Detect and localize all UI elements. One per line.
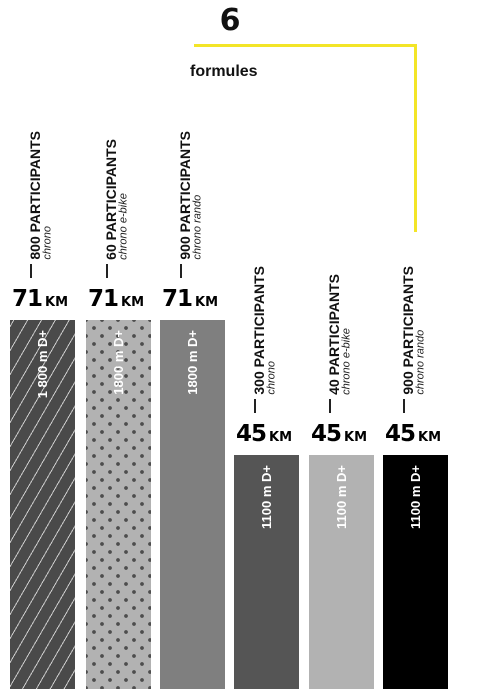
participants-label: 300 PARTICIPANTS chrono (251, 266, 278, 395)
elevation-label: 1 800 m D+ (35, 330, 50, 399)
distance-unit: KM (418, 430, 442, 445)
formula-word: formules (190, 63, 258, 80)
distance-value: 71 (88, 286, 119, 312)
bar-4: 1100 m D+ (234, 455, 299, 689)
distance-unit: KM (121, 295, 145, 310)
bar-6: 1100 m D+ (383, 455, 448, 689)
participants-count: 800 PARTICIPANTS (27, 131, 43, 260)
participants-label: 60 PARTICIPANTS chrono e-bike (103, 139, 130, 260)
participants-label: 800 PARTICIPANTS chrono (27, 131, 54, 260)
participants-label: 900 PARTICIPANTS chrono rando (400, 266, 427, 395)
participants-count: 40 PARTICIPANTS (326, 274, 342, 395)
label-tick (403, 399, 405, 413)
participants-count: 900 PARTICIPANTS (177, 131, 193, 260)
bar-5: 1100 m D+ (309, 455, 374, 689)
elevation-label: 1800 m D+ (111, 330, 126, 395)
formula-type: chrono (41, 226, 54, 260)
distance-value: 71 (12, 286, 43, 312)
formula-type: chrono rando (414, 330, 427, 395)
participants-label: 900 PARTICIPANTS chrono rando (177, 131, 204, 260)
label-tick (106, 264, 108, 278)
distance-unit: KM (195, 295, 219, 310)
formula-type: chrono e-bike (117, 193, 130, 260)
bar-2: 1800 m D+ (86, 320, 151, 689)
elevation-label: 1100 m D+ (259, 465, 274, 529)
distance-value: 45 (385, 421, 416, 447)
participants-count: 60 PARTICIPANTS (103, 139, 119, 260)
formula-count: 6 (219, 3, 241, 38)
connector-line-vertical (414, 44, 417, 232)
bar-1: 1 800 m D+ (10, 320, 75, 689)
distance-unit: KM (269, 430, 293, 445)
participants-label: 40 PARTICIPANTS chrono e-bike (326, 274, 353, 395)
elevation-label: 1100 m D+ (334, 465, 349, 529)
label-tick (254, 399, 256, 413)
distance-label: 71 KM (162, 286, 218, 312)
elevation-label: 1100 m D+ (408, 465, 423, 529)
label-tick (329, 399, 331, 413)
formula-type: chrono e-bike (340, 328, 353, 395)
distance-label: 45 KM (311, 421, 367, 447)
label-tick (30, 264, 32, 278)
distance-label: 45 KM (236, 421, 292, 447)
distance-label: 45 KM (385, 421, 441, 447)
connector-line-horizontal (194, 44, 416, 47)
formula-type: chrono (265, 361, 278, 395)
distance-value: 71 (162, 286, 193, 312)
distance-value: 45 (311, 421, 342, 447)
distance-label: 71 KM (12, 286, 68, 312)
bar-3: 1800 m D+ (160, 320, 225, 689)
participants-count: 300 PARTICIPANTS (251, 266, 267, 395)
distance-label: 71 KM (88, 286, 144, 312)
participants-count: 900 PARTICIPANTS (400, 266, 416, 395)
distance-value: 45 (236, 421, 267, 447)
formula-type: chrono rando (191, 195, 204, 260)
label-tick (180, 264, 182, 278)
distance-unit: KM (45, 295, 69, 310)
distance-unit: KM (344, 430, 368, 445)
elevation-label: 1800 m D+ (185, 330, 200, 395)
